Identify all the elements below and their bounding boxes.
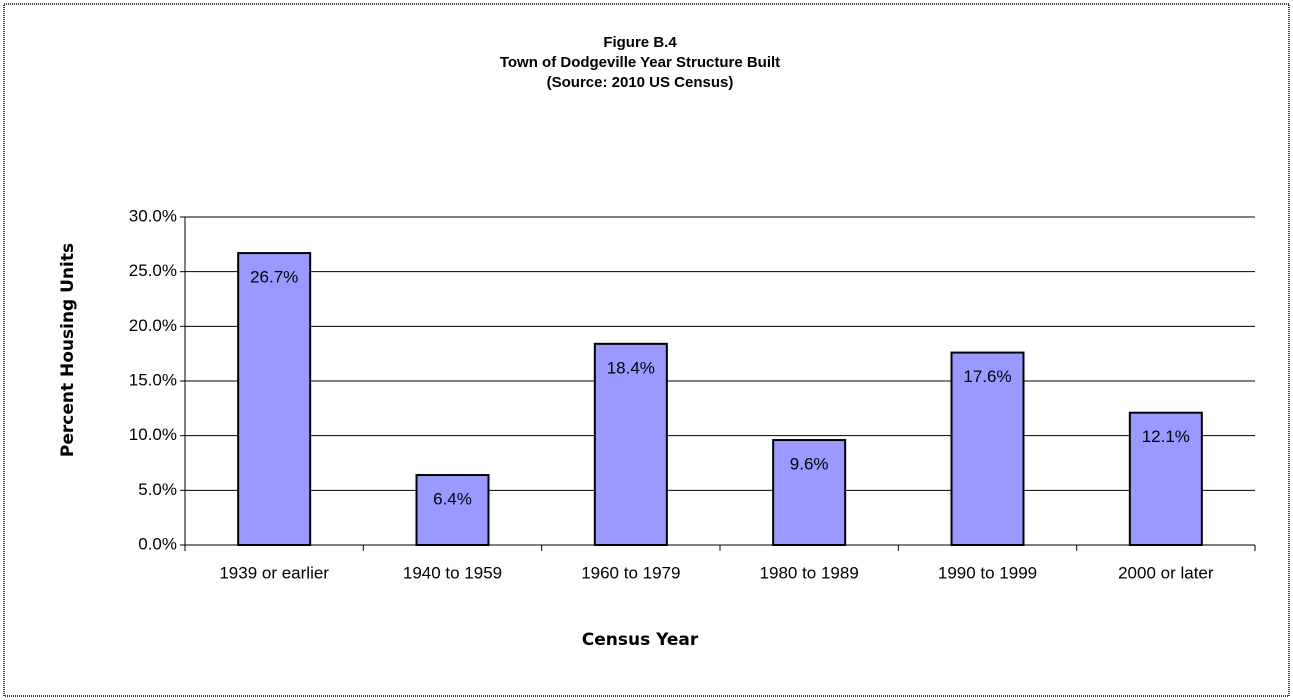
bar <box>593 342 668 546</box>
y-tick-label: 30.0% <box>129 206 177 225</box>
x-tick-label: 1990 to 1999 <box>938 563 1037 582</box>
bar <box>237 252 312 547</box>
x-tick-label: 1939 or earlier <box>219 563 329 582</box>
x-axis-title: Census Year <box>582 630 699 650</box>
data-label: 6.4% <box>433 490 472 509</box>
data-label: 18.4% <box>607 358 655 377</box>
data-label: 12.1% <box>1142 427 1190 446</box>
y-tick-label: 25.0% <box>129 261 177 280</box>
y-tick-label: 15.0% <box>129 370 177 389</box>
y-axis-title: Percent Housing Units <box>58 243 78 457</box>
bar <box>1128 411 1203 546</box>
x-tick-label: 2000 or later <box>1118 563 1214 582</box>
data-label: 9.6% <box>790 455 829 474</box>
bar <box>950 351 1025 546</box>
frame <box>3 3 1290 697</box>
y-tick-label: 10.0% <box>129 425 177 444</box>
chart-title: Figure B.4 <box>603 34 677 51</box>
chart-subtitle: (Source: 2010 US Census) <box>547 74 734 91</box>
bar <box>415 474 490 547</box>
bar <box>772 439 847 547</box>
x-tick-label: 1960 to 1979 <box>581 563 680 582</box>
y-tick-label: 0.0% <box>138 534 177 553</box>
x-tick-label: 1980 to 1989 <box>760 563 859 582</box>
data-label: 17.6% <box>963 367 1011 386</box>
y-tick-label: 5.0% <box>138 480 177 499</box>
chart-subtitle: Town of Dodgeville Year Structure Built <box>500 54 780 71</box>
y-tick-label: 20.0% <box>129 316 177 335</box>
data-label: 26.7% <box>250 268 298 287</box>
x-tick-label: 1940 to 1959 <box>403 563 502 582</box>
